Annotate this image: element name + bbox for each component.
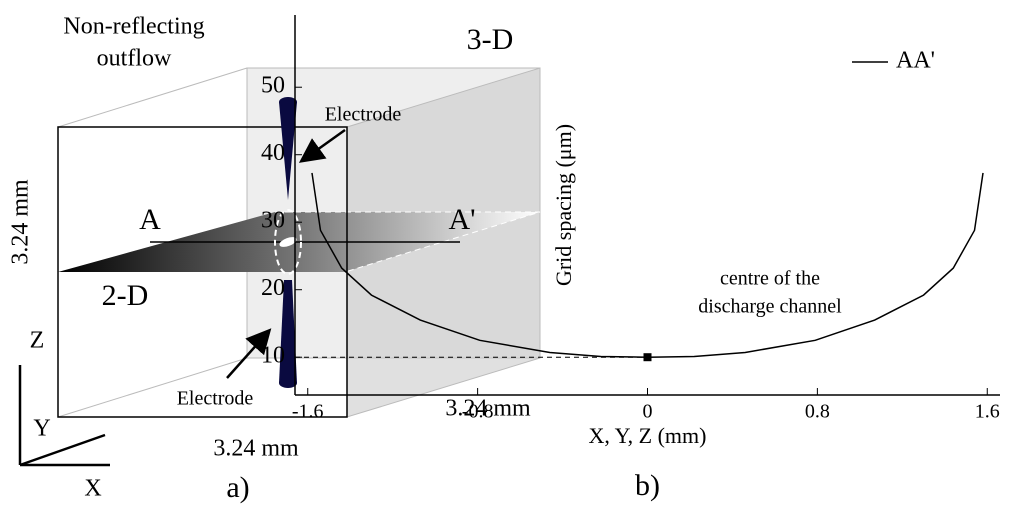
y-axis-label: Grid spacing (μm)	[551, 124, 576, 286]
channel	[274, 209, 302, 275]
electrode-label: Electrode	[325, 104, 402, 126]
panel-label: a)	[226, 471, 249, 504]
edge	[57, 357, 248, 418]
x-tick-label: 0	[643, 401, 653, 423]
dim-width: 3.24 mm	[213, 436, 299, 462]
electrode	[279, 280, 297, 383]
x-tick-label: 0.8	[805, 401, 830, 423]
axis-y-label: Y	[33, 416, 50, 442]
label-3d: 3-D	[467, 23, 514, 56]
axis-x-label: X	[84, 476, 101, 502]
electrode-label: Electrode	[177, 388, 254, 410]
cube	[18, 67, 541, 467]
y-tick-label: 20	[261, 275, 285, 301]
chart: -1.6 -0.8 0 0.8 1.6 10 20 30 40 50 X, Y, Z (mm) Gri…	[261, 15, 1000, 502]
electrode	[279, 102, 297, 200]
electrode-cap	[279, 97, 297, 107]
outflow-label: Non-reflecting	[63, 14, 204, 40]
y-tick-label: 50	[261, 73, 285, 99]
arrow	[298, 128, 346, 163]
edge	[57, 67, 248, 128]
label-2d: 2-D	[102, 279, 149, 312]
outflow-label: outflow	[97, 46, 172, 72]
annotation: discharge channel	[698, 296, 842, 318]
axis-y	[19, 433, 106, 467]
x-tick-label: -1.6	[292, 401, 324, 423]
x-axis-label: X, Y, Z (mm)	[589, 423, 707, 448]
channel-core	[279, 237, 297, 247]
annotation: centre of the	[720, 268, 820, 290]
plane-edge	[275, 211, 541, 273]
dim-height: 3.24 mm	[8, 179, 34, 265]
series-line	[311, 172, 984, 358]
arrow	[226, 328, 272, 379]
point-a: A	[139, 203, 161, 236]
electrode-cap	[279, 378, 297, 388]
axis-z-label: Z	[30, 328, 45, 354]
y-tick-label: 40	[261, 140, 285, 166]
dim-depth: 3.24 mm	[445, 396, 531, 422]
y-tick-label: 30	[261, 208, 285, 234]
x-tick-label: -0.8	[462, 401, 494, 423]
legend-label: AA'	[896, 48, 935, 74]
point-a-prime: A'	[448, 203, 475, 236]
panel-label: b)	[635, 469, 660, 502]
y-tick-label: 10	[261, 343, 285, 369]
x-tick-label: 1.6	[975, 401, 1000, 423]
